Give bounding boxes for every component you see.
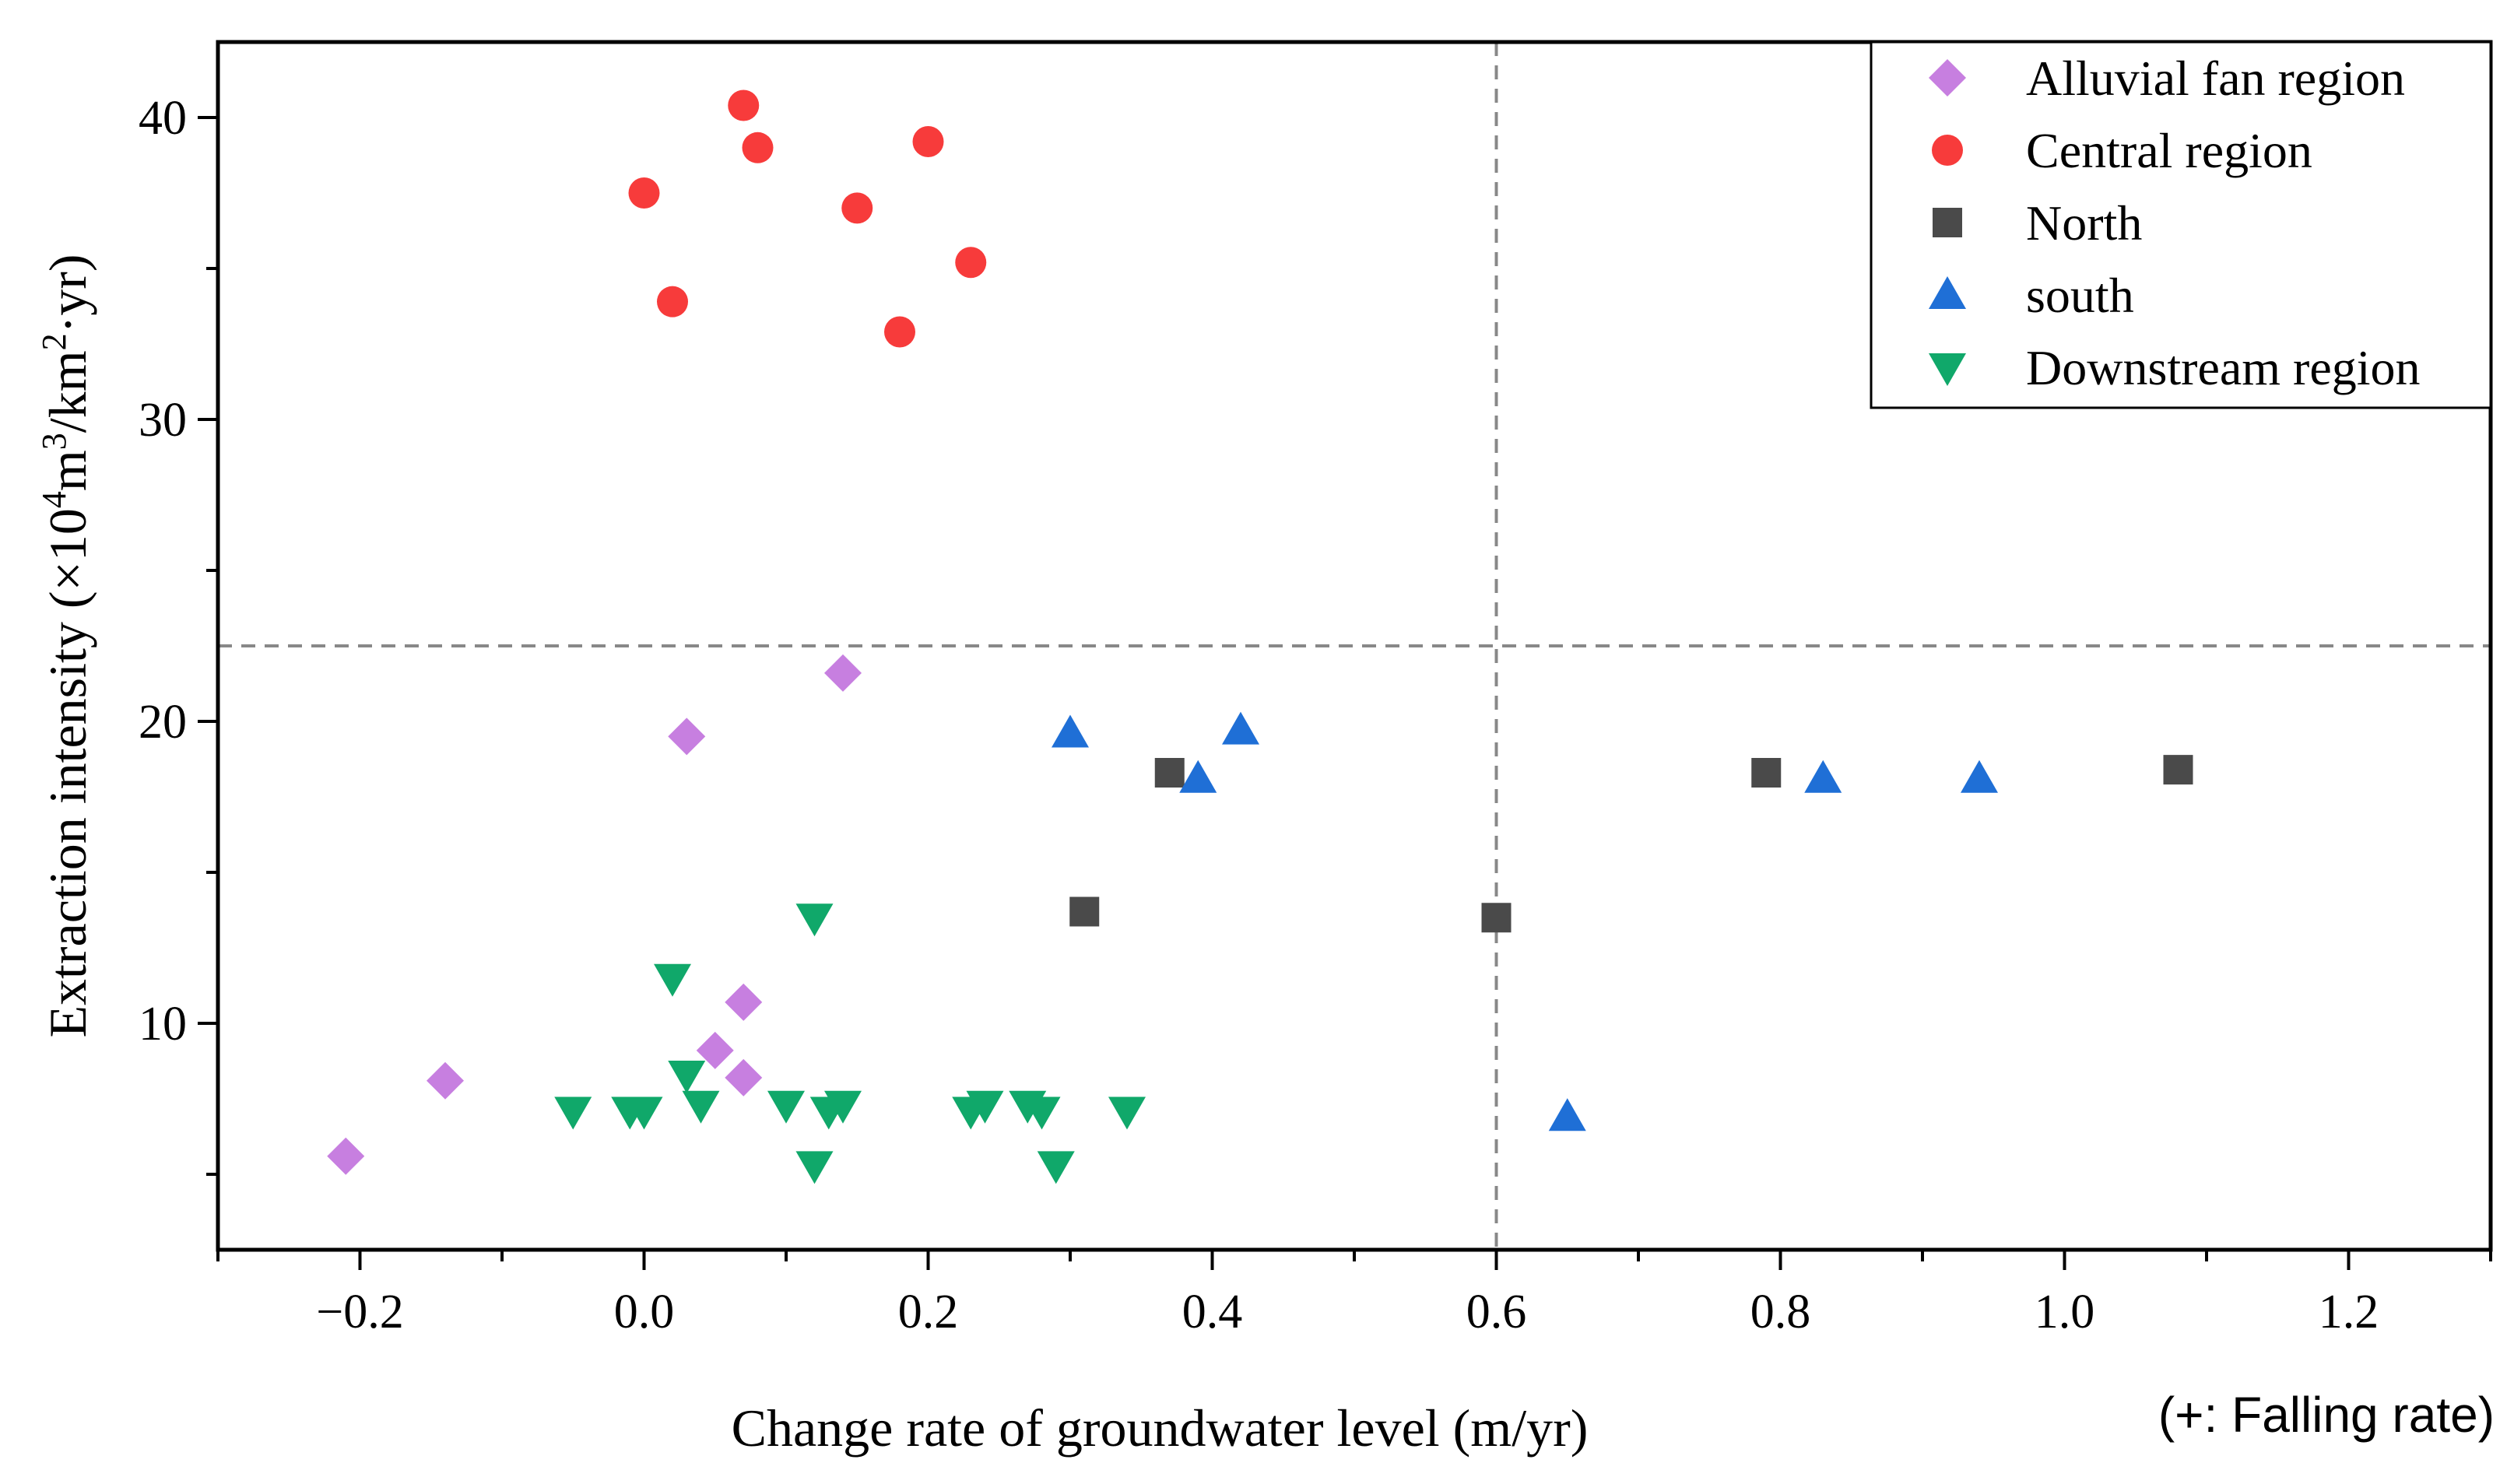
y-axis-title-mid: m [38, 450, 97, 491]
downstream-region-point [795, 1151, 834, 1184]
central-region-point [912, 126, 944, 158]
legend-marker-south [1929, 276, 1966, 309]
downstream-region-point [654, 963, 691, 997]
downstream-region-point [824, 1090, 862, 1124]
legend-marker-central-region [1932, 135, 1963, 166]
legend-marker-downstream-region [1929, 353, 1966, 386]
central-region-point [628, 177, 660, 209]
x-axis-title: Change rate of groundwater level (m/yr) [732, 1398, 1589, 1458]
north-point [1751, 757, 1782, 788]
legend-marker-north [1933, 208, 1962, 237]
legend-label-north: North [2026, 195, 2142, 251]
legend-marker-alluvial-fan-region [1929, 59, 1966, 96]
downstream-region-point [668, 1060, 706, 1093]
axis-ticks: −0.2 0.0 0.2 0.4 0.6 0.8 1.0 1.2 10 20 30 40 [139, 92, 2492, 1338]
south-point [1804, 760, 1842, 793]
y-axis-title-sup1: 4 [35, 491, 73, 508]
central-region-point [955, 247, 987, 279]
south-point [1179, 760, 1217, 793]
x-tick-label: 0.8 [1750, 1286, 1811, 1338]
x-tick-label: 1.0 [2035, 1286, 2095, 1338]
alluvial-fan-region-point [327, 1137, 365, 1175]
x-tick-label: 0.6 [1466, 1286, 1527, 1338]
x-tick-label: 0.0 [614, 1286, 675, 1338]
legend-label-central-region: Central region [2026, 123, 2312, 178]
downstream-region-point [795, 903, 834, 937]
y-axis-title-mid2: /km [38, 350, 97, 433]
central-region-point [728, 89, 760, 121]
alluvial-fan-region-point [427, 1061, 464, 1100]
alluvial-fan-region-point [725, 1058, 763, 1096]
legend-frame [1870, 40, 2492, 409]
downstream-region-point [682, 1090, 720, 1124]
y-axis-title-sup3: 2 [35, 333, 73, 350]
y-tick-label: 20 [139, 696, 187, 749]
legend-label-alluvial-fan-region: Alluvial fan region [2026, 51, 2405, 106]
alluvial-fan-region-point [725, 983, 763, 1021]
alluvial-fan-region-point [668, 717, 706, 756]
legend-label-south: south [2026, 268, 2134, 323]
y-axis-title-suffix: ·yr) [38, 254, 97, 333]
y-axis-title-sup2: 3 [35, 433, 73, 450]
x-tick-label: −0.2 [316, 1286, 403, 1338]
downstream-region-point [1023, 1096, 1061, 1130]
south-point [1222, 711, 1259, 745]
downstream-region-point [554, 1096, 592, 1130]
north-point [2163, 755, 2193, 785]
central-region-point [841, 192, 873, 224]
alluvial-fan-region-point [824, 654, 862, 692]
x-tick-label: 0.4 [1182, 1286, 1243, 1338]
y-tick-label: 10 [139, 998, 187, 1051]
legend-label-downstream-region: Downstream region [2026, 340, 2421, 395]
downstream-region-point [625, 1096, 663, 1130]
north-point [1481, 903, 1512, 933]
north-point [1069, 896, 1100, 927]
downstream-region-point [966, 1090, 1004, 1124]
central-region-point [742, 132, 774, 163]
south-point [1548, 1098, 1586, 1131]
downstream-region-point [767, 1090, 805, 1124]
downstream-region-point [1108, 1096, 1146, 1130]
axis-note: (+: Falling rate) [2158, 1387, 2495, 1443]
x-tick-label: 0.2 [898, 1286, 959, 1338]
south-point [1961, 760, 1998, 793]
downstream-region-point [1037, 1151, 1075, 1184]
north-point [1154, 757, 1185, 788]
y-tick-label: 30 [139, 394, 187, 447]
y-axis-title: Extraction intensity (×104m3/km2·yr) [35, 254, 97, 1037]
reference-lines [218, 42, 2491, 1250]
y-axis-title-prefix: Extraction intensity (×10 [38, 508, 97, 1037]
south-point [1052, 714, 1089, 748]
alluvial-fan-region-point [696, 1031, 734, 1069]
central-region-point [657, 286, 688, 317]
legend: Alluvial fan region Central region North so… [1870, 40, 2492, 409]
x-tick-label: 1.2 [2319, 1286, 2379, 1338]
y-tick-label: 40 [139, 92, 187, 145]
data-points [327, 89, 2193, 1184]
central-region-point [884, 316, 915, 348]
